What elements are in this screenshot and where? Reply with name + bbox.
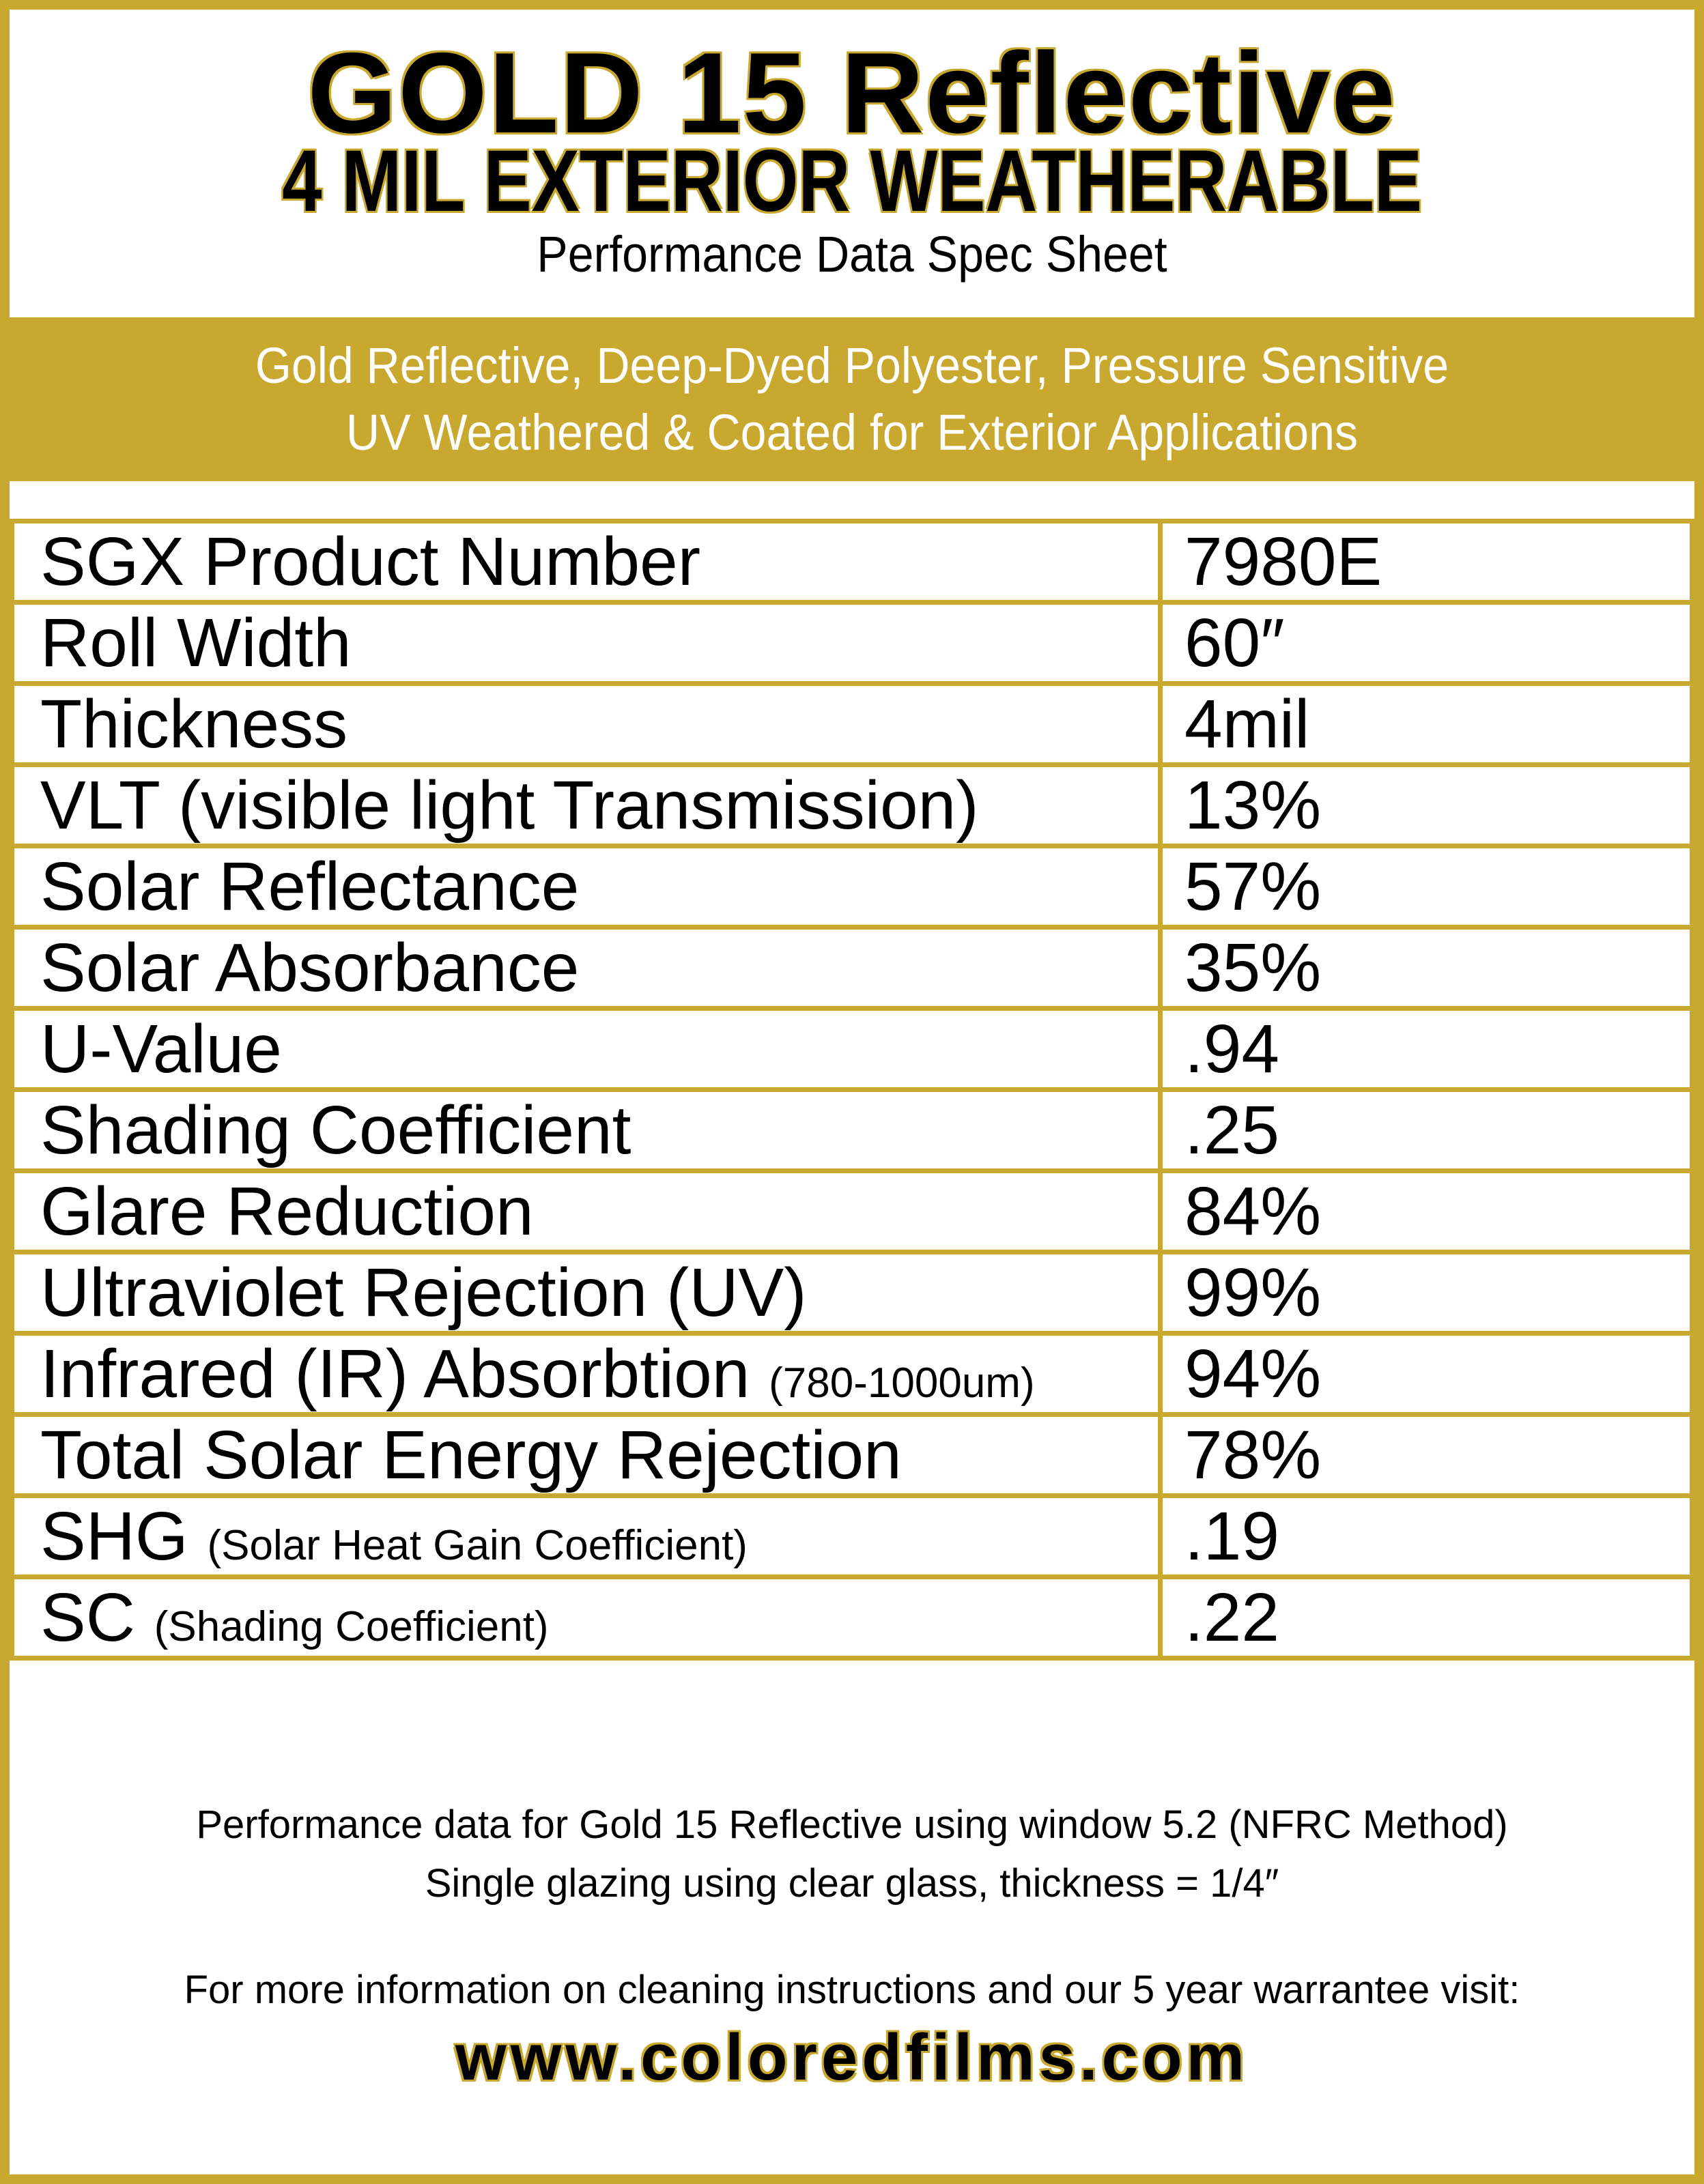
spec-label: Glare Reduction — [40, 1173, 534, 1250]
table-row: SGX Product Number 7980E — [10, 519, 1694, 605]
description-line-1: Gold Reflective, Deep-Dyed Polyester, Pr… — [255, 337, 1449, 394]
spec-sheet-label: Performance Data Spec Sheet — [537, 226, 1167, 283]
description-line-2: UV Weathered & Coated for Exterior Appli… — [345, 404, 1359, 461]
table-row: Solar Reflectance 57% — [10, 844, 1694, 930]
spec-label-cell: Solar Reflectance — [10, 844, 1163, 930]
spec-value: 7980E — [1158, 519, 1694, 605]
spec-value: 99% — [1158, 1250, 1694, 1336]
website-link[interactable]: www.coloredfilms.com — [455, 2021, 1249, 2094]
spec-label-cell: U-Value — [10, 1006, 1163, 1092]
spec-label: Infrared (IR) Absorbtion — [40, 1336, 750, 1412]
spec-value: 57% — [1158, 844, 1694, 930]
table-row: Infrared (IR) Absorbtion (780-1000um) 94% — [10, 1331, 1694, 1417]
spec-label: Thickness — [40, 686, 348, 762]
spec-label: SC — [40, 1579, 135, 1656]
spec-label: Ultraviolet Rejection (UV) — [40, 1254, 807, 1331]
spec-value: 4mil — [1158, 681, 1694, 767]
spec-label-cell: SHG (Solar Heat Gain Coefficient) — [10, 1493, 1163, 1579]
spec-label-cell: Thickness — [10, 681, 1163, 767]
table-row: Total Solar Energy Rejection 78% — [10, 1412, 1694, 1498]
table-row: Glare Reduction 84% — [10, 1168, 1694, 1254]
spec-label-cell: Roll Width — [10, 600, 1163, 686]
spec-value: 84% — [1158, 1168, 1694, 1254]
spec-label-cell: SGX Product Number — [10, 519, 1163, 605]
spec-label-cell: Solar Absorbance — [10, 925, 1163, 1011]
footer-glazing-note: Single glazing using clear glass, thickn… — [425, 1861, 1279, 1906]
spec-value: 94% — [1158, 1331, 1694, 1417]
footer-method-note: Performance data for Gold 15 Reflective … — [196, 1802, 1508, 1847]
spec-label-cell: Total Solar Energy Rejection — [10, 1412, 1163, 1498]
table-row: Thickness 4mil — [10, 681, 1694, 767]
spec-note: (Solar Heat Gain Coefficient) — [207, 1522, 748, 1569]
spec-label-cell: Shading Coefficient — [10, 1087, 1163, 1173]
spec-value: 35% — [1158, 925, 1694, 1011]
spec-label-cell: SC (Shading Coefficient) — [10, 1575, 1163, 1661]
description-band: Gold Reflective, Deep-Dyed Polyester, Pr… — [0, 317, 1704, 481]
spec-value: .25 — [1158, 1087, 1694, 1173]
table-row: U-Value .94 — [10, 1006, 1694, 1092]
spec-label-cell: VLT (visible light Transmission) — [10, 762, 1163, 848]
spec-note: (780-1000um) — [769, 1360, 1035, 1407]
table-row: VLT (visible light Transmission) 13% — [10, 762, 1694, 848]
table-row: SHG (Solar Heat Gain Coefficient) .19 — [10, 1493, 1694, 1579]
footer-info-note: For more information on cleaning instruc… — [184, 1968, 1520, 2012]
table-row: Solar Absorbance 35% — [10, 925, 1694, 1011]
spec-value: .19 — [1158, 1493, 1694, 1579]
spec-label: Roll Width — [40, 605, 352, 681]
spec-value: 78% — [1158, 1412, 1694, 1498]
product-subtitle: 4 MIL EXTERIOR WEATHERABLE — [282, 132, 1422, 230]
spec-table: SGX Product Number 7980E Roll Width 60″ Thic… — [10, 519, 1694, 1661]
table-row: Roll Width 60″ — [10, 600, 1694, 686]
spec-value: .94 — [1158, 1006, 1694, 1092]
spec-label-cell: Ultraviolet Rejection (UV) — [10, 1250, 1163, 1336]
spec-label: SGX Product Number — [40, 523, 701, 600]
spec-label-cell: Glare Reduction — [10, 1168, 1163, 1254]
spec-label: VLT (visible light Transmission) — [40, 767, 979, 844]
product-title: GOLD 15 Reflective — [307, 29, 1397, 157]
table-row: SC (Shading Coefficient) .22 — [10, 1575, 1694, 1661]
spec-label: Solar Reflectance — [40, 848, 580, 925]
spec-label: Shading Coefficient — [40, 1092, 631, 1168]
spec-label: Solar Absorbance — [40, 930, 580, 1006]
spec-label: SHG — [40, 1498, 188, 1575]
table-row: Shading Coefficient .25 — [10, 1087, 1694, 1173]
spec-label-cell: Infrared (IR) Absorbtion (780-1000um) — [10, 1331, 1163, 1417]
spec-label: Total Solar Energy Rejection — [40, 1417, 902, 1493]
spec-note: (Shading Coefficient) — [154, 1603, 549, 1650]
spec-value: 13% — [1158, 762, 1694, 848]
spec-value: .22 — [1158, 1575, 1694, 1661]
table-row: Ultraviolet Rejection (UV) 99% — [10, 1250, 1694, 1336]
spec-label: U-Value — [40, 1011, 282, 1087]
spec-value: 60″ — [1158, 600, 1694, 686]
